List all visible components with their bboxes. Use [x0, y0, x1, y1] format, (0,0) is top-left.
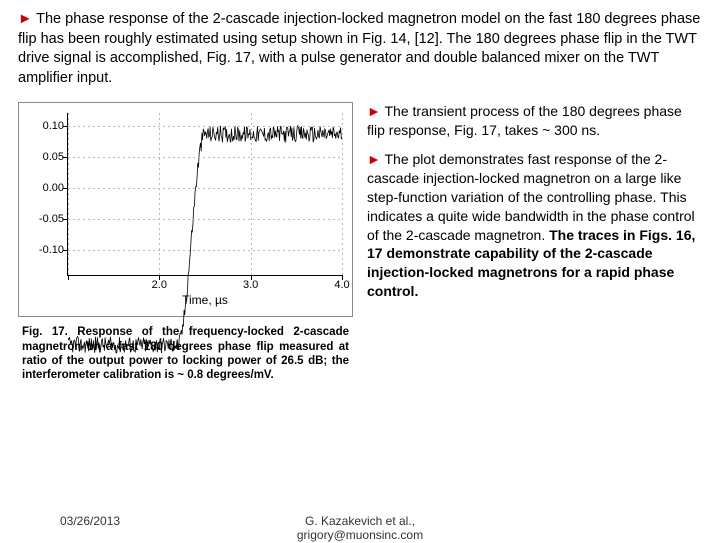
footer-author-l2: grigory@muonsinc.com — [297, 528, 423, 542]
ytick-label: -0.10 — [39, 244, 64, 256]
fig17-chart: Time, µs 0.10 0.05 0.00 -0.05 -0.10 2.0 3.0 4.0 — [18, 102, 353, 317]
ytick-label: -0.05 — [39, 213, 64, 225]
xtick — [68, 275, 69, 280]
gridline-v — [342, 113, 343, 275]
xaxis-title: Time, µs — [182, 293, 228, 307]
footer-author-l1: G. Kazakevich et al., — [305, 514, 415, 528]
arrow-icon: ► — [367, 151, 381, 167]
gridline-v — [68, 113, 69, 275]
right-column: ► The transient process of the 180 degre… — [367, 102, 702, 383]
gridline-h — [68, 219, 342, 220]
right-p1: ► The transient process of the 180 degre… — [367, 102, 702, 140]
arrow-icon: ► — [18, 11, 32, 27]
ytick-label: 0.05 — [43, 151, 64, 163]
right-p1-text: The transient process of the 180 degrees… — [367, 103, 682, 138]
gridline-h — [68, 126, 342, 127]
xtick-label: 3.0 — [243, 279, 258, 291]
left-column: Time, µs 0.10 0.05 0.00 -0.05 -0.10 2.0 3.0 4.0… — [18, 102, 353, 383]
footer: 03/26/2013 G. Kazakevich et al., grigory… — [0, 514, 720, 528]
right-p2: ► The plot demonstrates fast response of… — [367, 150, 702, 301]
gridline-h — [68, 157, 342, 158]
intro-paragraph: ► The phase response of the 2-cascade in… — [18, 10, 702, 88]
xtick-label: 4.0 — [334, 279, 349, 291]
footer-date: 03/26/2013 — [60, 514, 120, 528]
ytick-label: 0.10 — [43, 120, 64, 132]
plot-area: Time, µs 0.100.050.00-0.05-0.102.03.04.0 — [67, 113, 342, 276]
gridline-v — [251, 113, 252, 275]
intro-text: The phase response of the 2-cascade inje… — [18, 11, 700, 86]
middle-row: Time, µs 0.10 0.05 0.00 -0.05 -0.10 2.0 3.0 4.0… — [18, 102, 702, 383]
gridline-v — [159, 113, 160, 275]
gridline-h — [68, 250, 342, 251]
gridline-h — [68, 188, 342, 189]
footer-author: G. Kazakevich et al., grigory@muonsinc.c… — [297, 514, 423, 543]
ytick-label: 0.00 — [43, 182, 64, 194]
step-trace — [68, 126, 342, 353]
xtick-label: 2.0 — [152, 279, 167, 291]
arrow-icon: ► — [367, 103, 381, 119]
